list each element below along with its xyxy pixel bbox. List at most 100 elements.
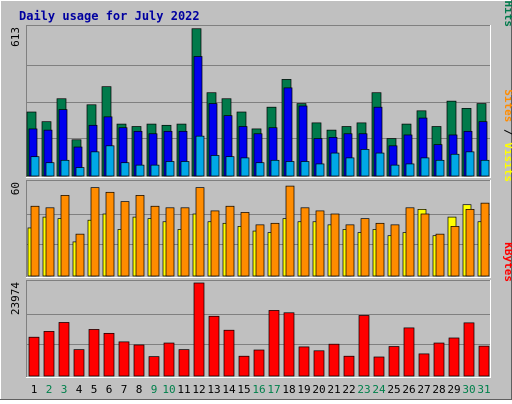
pages-bar [150,164,160,177]
pages-bar [330,152,340,177]
kbytes-bar [433,342,445,377]
x-tick-label: 5 [91,383,98,396]
pages-bar [375,152,385,177]
kbytes-bar [223,329,235,377]
sites-bar [405,207,415,277]
kbytes-bar [118,341,130,377]
x-tick-label: 8 [136,383,143,396]
kbytes-panel: 23974 KBytes [9,242,512,378]
sites-bar [150,205,160,277]
sites-bar [60,195,70,277]
pages-bar [195,135,205,177]
kbytes-bar [358,315,370,377]
x-tick-label: 30 [462,383,475,396]
pages-bar [225,156,235,177]
pages-bar [90,151,100,177]
sites-bar [270,222,280,277]
pages-bar [75,167,85,177]
x-tick-label: 7 [121,383,128,396]
sites-bar [135,195,145,277]
x-tick-label: 19 [297,383,310,396]
pages-bar [465,151,475,177]
chart-title: Daily usage for July 2022 [19,9,200,23]
x-tick-label: 9 [151,383,158,396]
sites-bar [465,209,475,277]
kbytes-bar [208,315,220,377]
pages-bar [300,161,310,177]
kbytes-bar [313,350,325,377]
x-tick-label: 22 [342,383,355,396]
x-tick-label: 16 [252,383,265,396]
hits-files-pages-panel: 613 Pages / Files / Hits [9,0,512,178]
sites-bar [390,224,400,277]
sites-bar [45,207,55,277]
kbytes-bar [478,345,490,377]
sites-bar [165,207,175,277]
x-tick-label: 6 [106,383,113,396]
pages-bar [345,157,355,177]
pages-bar [450,153,460,177]
kbytes-bar [238,355,250,377]
sites-bar [315,210,325,277]
x-tick-label: 23 [357,383,370,396]
kbytes-bar [283,312,295,377]
x-tick-label: 18 [282,383,295,396]
sites-bar [240,212,250,277]
legend-visits: Visits [502,142,512,182]
pages-bar [30,156,40,177]
pages-bar [360,149,370,177]
x-tick-label: 15 [237,383,250,396]
pages-bar [120,162,130,177]
x-tick-label: 11 [177,383,190,396]
kbytes-bar [148,356,160,377]
x-tick-label: 10 [162,383,175,396]
pages-bar [285,161,295,177]
kbytes-bar [133,344,145,377]
kbytes-bar [463,322,475,377]
sites-bar [450,226,460,277]
x-tick-label: 25 [387,383,400,396]
sites-bar [105,191,115,277]
kbytes-bar [403,327,415,377]
pages-bar [240,157,250,177]
x-tick-label: 3 [61,383,68,396]
sites-bar [480,202,490,277]
pages-bar [105,145,115,177]
kbytes-bar [388,346,400,377]
pages-bar [435,159,445,177]
pages-bar [270,159,280,177]
kbytes-legend: KBytes [502,242,512,282]
x-tick-label: 31 [477,383,490,396]
x-tick-label: 12 [192,383,205,396]
sites-bar [195,187,205,277]
sites-bar [300,207,310,277]
x-tick-label: 2 [46,383,53,396]
sites-bar [345,224,355,277]
sites-bar [120,201,130,277]
kbytes-bar [73,349,85,377]
pages-bar [210,155,220,177]
kbytes-bar [373,356,385,377]
sites-bar [435,233,445,277]
sites-bar [75,233,85,277]
kbytes-bar [253,349,265,377]
legend-kbytes: KBytes [502,242,512,282]
kbytes-bar [58,322,70,377]
kbytes-bar [43,331,55,377]
pages-bar [165,161,175,177]
x-tick-label: 21 [327,383,340,396]
sites-bar [30,205,40,277]
legend-sites: Sites [502,89,512,122]
visits-sites-panel: 60 Sites / Visits [9,89,512,278]
x-tick-label: 24 [372,383,386,396]
sites-bar [255,224,265,277]
pages-bar [390,164,400,177]
pages-bar [180,161,190,177]
kbytes-bar [193,282,205,377]
pages-bar [255,162,265,177]
legend-separator: / [502,0,512,1]
kbytes-bar [268,310,280,377]
sites-bar [330,213,340,277]
pages-bar [45,162,55,177]
